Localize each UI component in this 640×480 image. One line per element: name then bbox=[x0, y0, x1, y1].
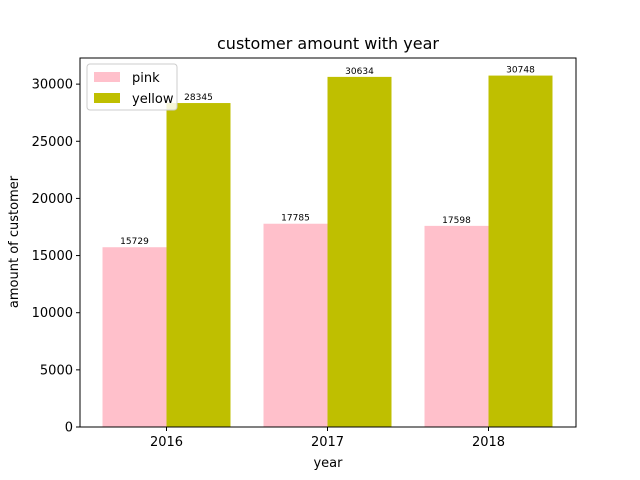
x-axis: 2016 2017 2018 bbox=[150, 427, 505, 450]
data-label-yellow-2018: 30748 bbox=[506, 66, 535, 76]
bar-yellow-2017 bbox=[327, 76, 392, 428]
x-axis-label: year bbox=[313, 456, 343, 471]
y-tick-label-30000: 30000 bbox=[32, 78, 73, 93]
data-label-yellow-2016: 28345 bbox=[184, 93, 213, 103]
y-tick-label-20000: 20000 bbox=[32, 192, 73, 207]
bar-yellow-2018 bbox=[488, 75, 553, 428]
y-tick-label-15000: 15000 bbox=[32, 249, 73, 264]
bar-yellow-2016 bbox=[166, 103, 231, 428]
chart-title: customer amount with year bbox=[217, 34, 439, 53]
bars-group bbox=[102, 75, 553, 428]
bar-pink-2018 bbox=[424, 225, 489, 427]
x-tick-label-2017: 2017 bbox=[311, 435, 344, 450]
data-label-yellow-2017: 30634 bbox=[345, 67, 374, 77]
bar-pink-2017 bbox=[263, 223, 328, 427]
data-label-pink-2016: 15729 bbox=[120, 237, 149, 247]
legend-label-pink: pink bbox=[132, 71, 160, 86]
y-axis: 0 5000 10000 15000 20000 25000 30000 bbox=[32, 78, 80, 436]
y-tick-label-10000: 10000 bbox=[32, 306, 73, 321]
y-tick-label-5000: 5000 bbox=[40, 363, 73, 378]
y-tick-label-25000: 25000 bbox=[32, 135, 73, 150]
legend: pink yellow bbox=[86, 63, 178, 111]
plot-frame bbox=[79, 57, 577, 428]
legend-swatch-pink bbox=[94, 72, 120, 82]
y-tick-label-0: 0 bbox=[65, 421, 73, 436]
legend-swatch-yellow bbox=[94, 93, 120, 103]
data-label-pink-2017: 17785 bbox=[281, 214, 310, 224]
legend-label-yellow: yellow bbox=[132, 92, 174, 107]
bar-pink-2016 bbox=[102, 247, 167, 427]
data-labels-group: 15729 28345 17785 30634 17598 30748 bbox=[120, 66, 535, 248]
x-tick-label-2016: 2016 bbox=[150, 435, 183, 450]
y-axis-label: amount of customer bbox=[7, 175, 22, 308]
data-label-pink-2018: 17598 bbox=[442, 216, 471, 226]
x-tick-label-2018: 2018 bbox=[472, 435, 505, 450]
